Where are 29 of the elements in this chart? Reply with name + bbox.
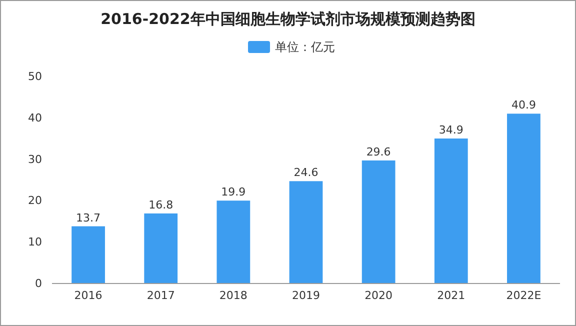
bar: [144, 213, 178, 283]
bar: [216, 200, 250, 283]
data-label: 19.9: [221, 186, 246, 199]
data-label: 40.9: [511, 98, 536, 112]
bar: [289, 181, 323, 283]
data-label: 16.8: [148, 198, 174, 212]
data-label: 13.7: [76, 211, 101, 224]
x-tick-label: 2018: [219, 289, 248, 302]
bar: [434, 138, 468, 283]
x-tick-label: 2020: [364, 289, 393, 302]
x-tick-label: 2016: [74, 289, 102, 302]
bar: [72, 226, 105, 283]
y-tick-label: 10: [28, 236, 42, 249]
legend-label: 单位：亿元: [275, 40, 335, 54]
y-tick-label: 0: [35, 277, 42, 290]
chart-title: 2016-2022年中国细胞生物学试剂市场规模预测趋势图: [100, 10, 476, 28]
data-label: 24.6: [294, 166, 318, 180]
y-tick-label: 30: [28, 152, 42, 166]
y-tick-label: 20: [28, 194, 42, 208]
x-tick-label: 2017: [146, 289, 175, 302]
bar: [362, 160, 396, 283]
x-tick-label: 2019: [292, 289, 320, 302]
x-tick-label: 2022E: [506, 289, 542, 302]
data-label: 34.9: [438, 124, 464, 137]
y-tick-label: 50: [28, 70, 42, 83]
bar: [507, 114, 540, 283]
data-label: 29.6: [366, 145, 391, 158]
y-tick-label: 40: [28, 111, 42, 124]
x-tick-label: 2021: [437, 289, 466, 302]
